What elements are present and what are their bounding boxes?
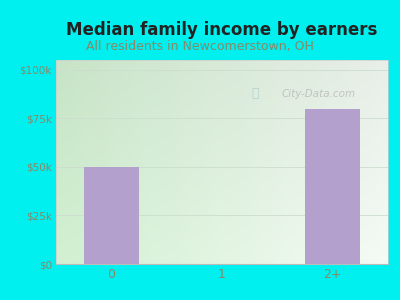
Title: Median family income by earners: Median family income by earners — [66, 21, 378, 39]
Bar — [305, 109, 360, 264]
Text: ⓘ: ⓘ — [252, 87, 259, 100]
Bar — [84, 167, 139, 264]
Text: City-Data.com: City-Data.com — [282, 89, 356, 99]
Text: All residents in Newcomerstown, OH: All residents in Newcomerstown, OH — [86, 40, 314, 53]
